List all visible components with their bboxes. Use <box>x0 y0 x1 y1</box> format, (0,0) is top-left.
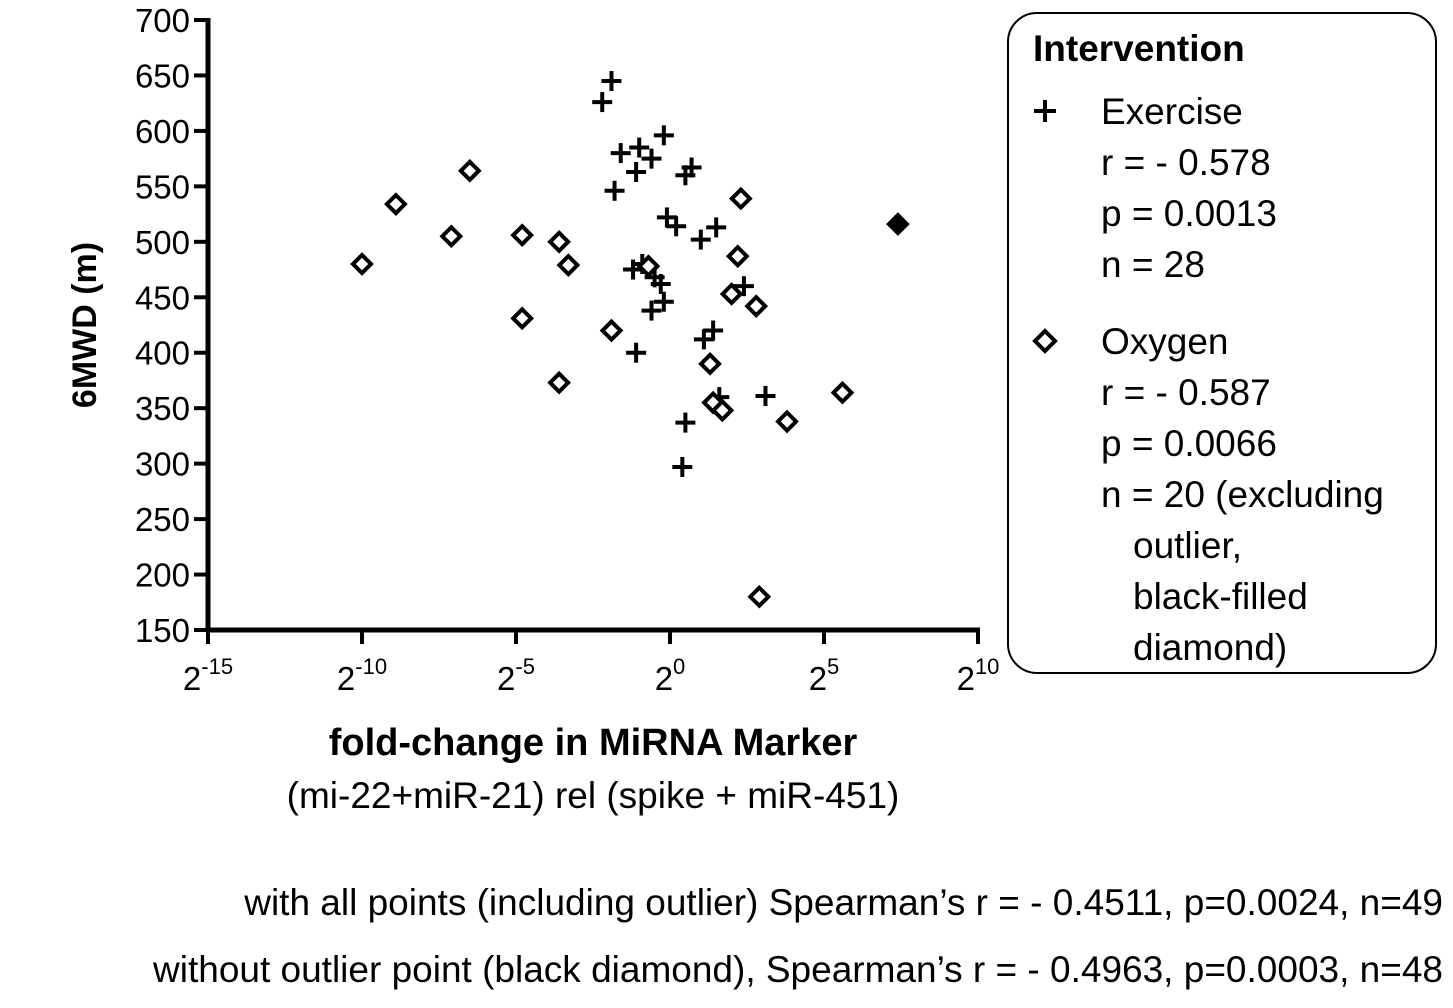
exercise-point <box>592 92 613 113</box>
y-tick-label: 350 <box>135 390 190 427</box>
plus-marker-icon <box>1034 100 1056 122</box>
exercise-point <box>693 329 714 350</box>
oxygen-point <box>556 253 581 277</box>
footnote-all-points: with all points (including outlier) Spea… <box>244 882 1443 923</box>
outlier-point <box>886 212 910 236</box>
axes: 700 650 600 550 500 450 400 350 300 250 200 150 2-15… <box>135 2 999 697</box>
exercise-point <box>703 320 724 341</box>
footnote-without-outlier: without outlier point (black diamond), S… <box>153 949 1443 990</box>
y-tick-label: 400 <box>135 335 190 372</box>
legend-oxygen-r: r = - 0.587 <box>1101 372 1271 413</box>
legend-oxygen-n-note: diamond) <box>1133 627 1288 668</box>
oxygen-point <box>439 224 464 249</box>
legend-oxygen-p: p = 0.0066 <box>1101 423 1277 464</box>
exercise-point <box>656 207 677 228</box>
x-tick-label: 25 <box>809 654 840 697</box>
y-tick-label: 650 <box>135 57 190 94</box>
exercise-point <box>675 412 696 433</box>
oxygen-point <box>775 409 799 434</box>
oxygen-point <box>698 351 722 376</box>
legend-oxygen-n-note: black-filled <box>1133 576 1308 617</box>
exercise-point <box>629 137 650 158</box>
legend-title: Intervention <box>1033 28 1245 69</box>
y-tick-label: 550 <box>135 168 190 205</box>
x-tick-label: 2-5 <box>497 654 535 697</box>
y-tick-label: 150 <box>135 612 190 649</box>
oxygen-point <box>457 159 482 183</box>
exercise-point <box>601 71 622 91</box>
exercise-point <box>653 291 674 312</box>
oxygen-point <box>547 229 571 254</box>
oxygen-point <box>725 244 750 269</box>
exercise-point <box>604 180 625 201</box>
oxygen-point <box>510 306 534 331</box>
legend-exercise-p: p = 0.0013 <box>1101 193 1277 234</box>
oxygen-point <box>744 294 769 318</box>
x-axis-label: fold-change in MiRNA Marker <box>328 722 858 764</box>
oxygen-point <box>384 192 408 216</box>
diamond-marker-icon <box>1032 328 1058 354</box>
legend-oxygen-n-note: outlier, <box>1133 525 1243 566</box>
exercise-point <box>672 456 693 477</box>
legend-exercise-r: r = - 0.578 <box>1101 142 1271 183</box>
oxygen-point <box>710 398 735 423</box>
oxygen-point <box>636 254 661 279</box>
exercise-point <box>681 157 702 178</box>
y-tick-label: 200 <box>135 557 190 594</box>
data-points <box>350 71 910 609</box>
x-axis-sublabel: (mi-22+miR-21) rel (spike + miR-451) <box>286 775 900 816</box>
exercise-point <box>626 342 647 363</box>
oxygen-point <box>747 584 772 609</box>
exercise-point <box>733 276 754 297</box>
oxygen-point <box>350 252 374 276</box>
exercise-point <box>755 385 776 406</box>
exercise-point <box>641 300 662 321</box>
exercise-point <box>641 148 662 169</box>
x-tick-label: 2-15 <box>183 654 233 697</box>
legend-exercise-name: Exercise <box>1101 91 1243 132</box>
y-tick-label: 250 <box>135 501 190 538</box>
x-tick-label: 20 <box>655 654 686 697</box>
exercise-point <box>650 273 671 294</box>
exercise-point <box>666 216 687 237</box>
exercise-point <box>690 229 711 250</box>
x-tick-label: 210 <box>957 654 1000 697</box>
exercise-point <box>706 217 727 238</box>
oxygen-point <box>547 370 571 395</box>
x-tick-label: 2-10 <box>337 654 387 697</box>
oxygen-point <box>830 380 855 405</box>
exercise-point <box>610 143 631 164</box>
y-tick-label: 300 <box>135 446 190 483</box>
legend-oxygen-name: Oxygen <box>1101 321 1229 362</box>
y-tick-label: 600 <box>135 113 190 150</box>
legend-oxygen-n: n = 20 (excluding <box>1101 474 1384 515</box>
legend-exercise-n: n = 28 <box>1101 244 1205 285</box>
exercise-point <box>653 125 674 146</box>
oxygen-point <box>599 318 624 343</box>
y-axis-label: 6MWD (m) <box>66 242 104 408</box>
oxygen-point <box>719 282 744 306</box>
exercise-point <box>626 161 647 182</box>
legend: Intervention Exercise r = - 0.578 p = 0.… <box>1007 12 1437 674</box>
oxygen-point <box>729 186 753 211</box>
y-tick-label: 450 <box>135 279 190 316</box>
y-tick-label: 500 <box>135 224 190 261</box>
oxygen-point <box>510 223 534 247</box>
y-tick-label: 700 <box>135 2 190 39</box>
